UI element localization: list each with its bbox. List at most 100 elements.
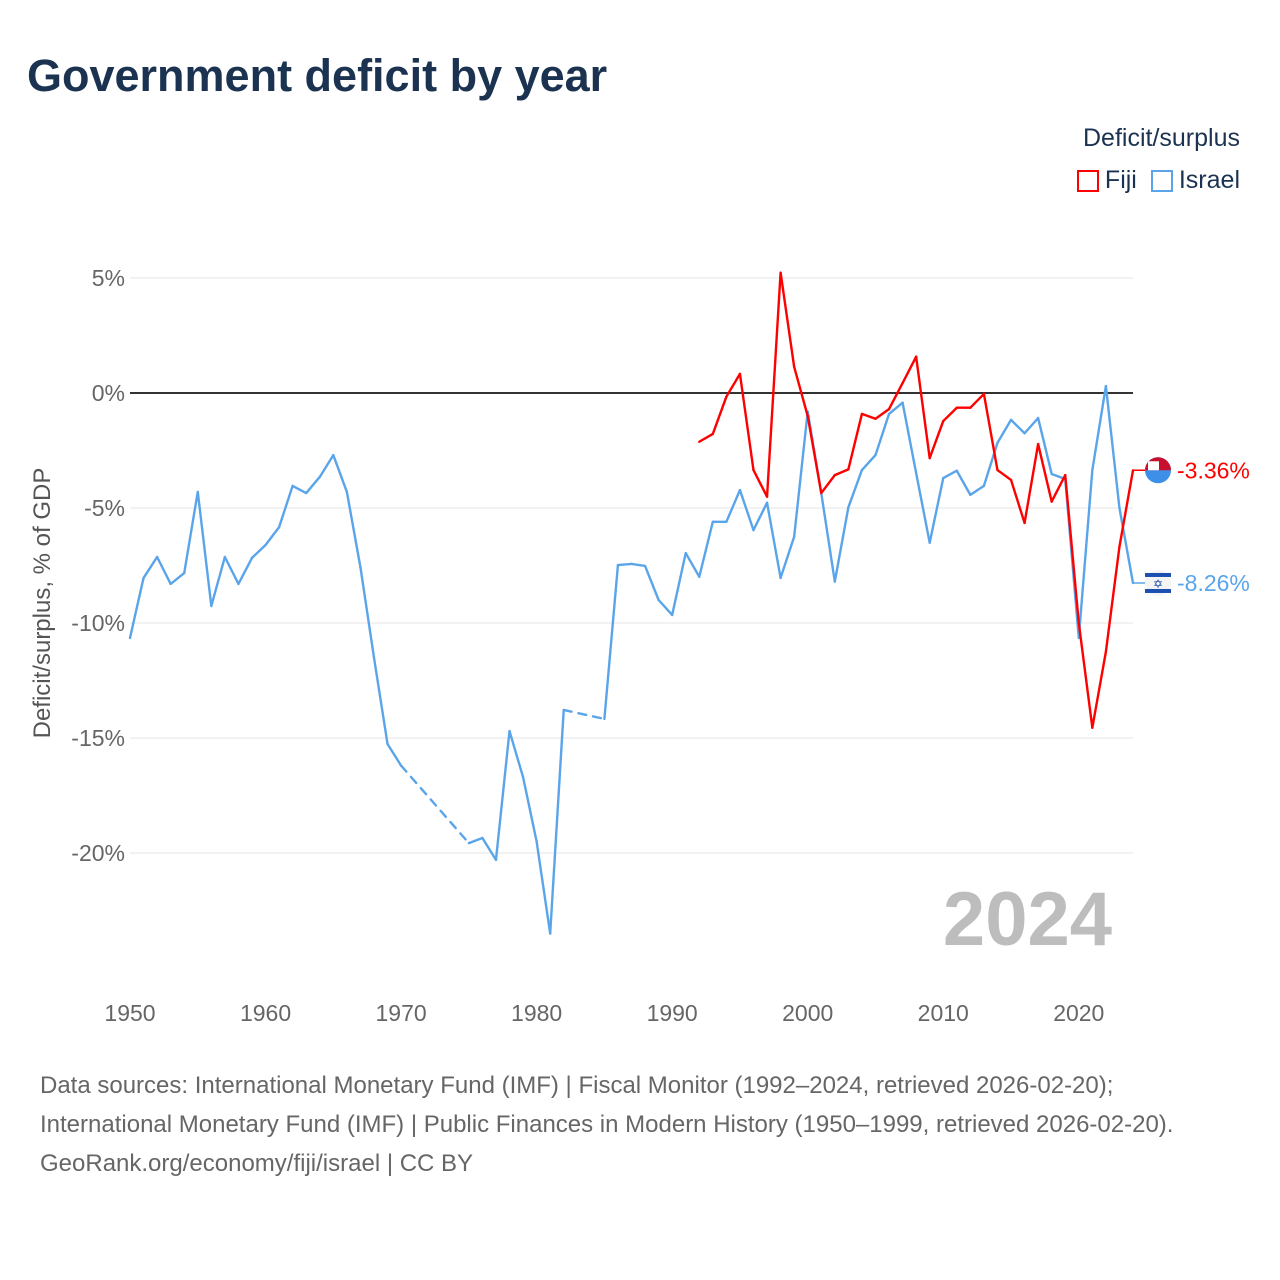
line-segment-israel	[1118, 506, 1135, 585]
line-segment-fiji	[1118, 469, 1135, 548]
line-segment-israel	[155, 555, 172, 586]
line-segment-israel	[942, 469, 958, 480]
line-segment-israel	[996, 418, 1013, 445]
line-segment-fiji	[833, 468, 850, 477]
line-segment-israel	[698, 520, 715, 578]
chart-area: 5% 0% -5% -10% -15% -20% 1950 1960 1970 1980 1990 2…	[29, 265, 1250, 1026]
line-segment-israel	[535, 840, 552, 935]
line-segment-israel	[969, 484, 986, 497]
x-tick-label: 1970	[375, 1000, 426, 1026]
y-axis-label: Deficit/surplus, % of GDP	[29, 468, 56, 739]
line-segment-israel	[1009, 418, 1026, 435]
line-segment-israel	[752, 501, 769, 532]
svg-text:✡: ✡	[1153, 577, 1163, 591]
legend-item-fiji[interactable]: Fiji	[1076, 166, 1137, 195]
line-segment-fiji	[1036, 442, 1053, 503]
y-tick-label: -20%	[71, 840, 125, 866]
chart-title: Government deficit by year	[27, 50, 608, 101]
line-segment-israel	[196, 490, 213, 608]
line-segment-israel	[386, 742, 403, 767]
line-segment-israel	[982, 441, 999, 488]
line-segment-israel	[820, 491, 837, 583]
line-segment-israel	[670, 551, 687, 617]
line-segment-israel	[684, 551, 701, 578]
line-segment-fiji	[1009, 478, 1026, 525]
line-segment-israel	[955, 469, 972, 497]
line-segment-israel	[359, 565, 376, 659]
line-segment-israel	[277, 484, 294, 529]
y-tick-label: 5%	[92, 265, 125, 291]
end-label-israel: -8.26%	[1177, 570, 1250, 596]
x-tick-label: 1960	[240, 1000, 291, 1026]
line-segment-fiji	[738, 372, 755, 472]
line-segment-fiji	[847, 412, 864, 471]
line-segment-israel	[494, 729, 511, 862]
legend-label-fiji: Fiji	[1104, 166, 1137, 194]
data-sources: Data sources: International Monetary Fun…	[40, 1072, 1174, 1138]
line-segment-israel	[847, 468, 864, 509]
y-tick-label: -15%	[71, 725, 125, 751]
line-segment-israel	[305, 475, 321, 495]
line-segment-fiji	[901, 355, 918, 385]
line-segment-fiji	[1077, 621, 1094, 729]
line-segment-israel	[481, 836, 498, 862]
line-segment-israel	[142, 555, 159, 580]
line-segment-israel	[169, 571, 186, 586]
line-segment-israel	[874, 412, 891, 457]
line-segment-israel	[183, 490, 199, 575]
end-label-fiji: -3.36%	[1177, 457, 1250, 483]
legend: Fiji Israel	[1076, 166, 1240, 195]
legend-swatch-fiji	[1076, 169, 1099, 192]
line-segment-israel	[738, 488, 755, 532]
line-segment-israel	[887, 401, 904, 416]
line-segment-israel	[928, 476, 945, 544]
x-tick-label: 1980	[511, 1000, 562, 1026]
line-segment-israel	[548, 708, 565, 935]
y-tick-label: 0%	[92, 380, 125, 406]
year-watermark: 2024	[943, 877, 1112, 962]
line-segment-fiji	[996, 468, 1013, 482]
footer: Data sources: International Monetary Fun…	[40, 1066, 1240, 1183]
line-segment-fiji	[725, 372, 742, 398]
line-segment-israel	[318, 453, 335, 479]
legend-item-israel[interactable]: Israel	[1150, 166, 1240, 195]
line-segment-israel	[901, 401, 918, 475]
x-tick-label: 1950	[104, 1000, 155, 1026]
line-segment-fiji	[752, 468, 769, 498]
line-segment-israel	[223, 555, 240, 586]
line-segment-israel	[725, 488, 742, 523]
line-segment-fiji	[820, 473, 837, 495]
line-segment-israel	[1077, 468, 1094, 640]
x-tick-label: 2020	[1053, 1000, 1104, 1026]
line-segment-fiji	[1091, 650, 1108, 729]
line-segment-fiji	[887, 381, 904, 411]
y-tick-label: -10%	[71, 610, 125, 636]
line-segment-fiji	[1064, 473, 1080, 625]
line-segment-israel	[616, 562, 633, 567]
line-segment-fiji	[942, 406, 958, 423]
credit-link[interactable]: GeoRank.org/economy/fiji/israel | CC BY	[40, 1150, 474, 1177]
line-segment-fiji	[874, 407, 891, 420]
line-segment-israel	[1091, 384, 1108, 472]
x-tick-label: 1990	[647, 1000, 698, 1026]
line-segment-israel	[264, 525, 281, 547]
x-tick-label: 2000	[782, 1000, 833, 1026]
legend-swatch-israel	[1150, 169, 1173, 192]
y-tick-label: -5%	[84, 495, 125, 521]
line-segment-israel	[508, 729, 525, 779]
line-segment-israel	[765, 501, 782, 580]
line-segment-israel	[833, 506, 850, 583]
line-segment-fiji	[982, 392, 999, 472]
line-segment-fiji	[1104, 545, 1121, 653]
line-segment-israel	[250, 543, 267, 560]
line-segment-israel	[1036, 416, 1053, 476]
line-segment-israel	[521, 775, 538, 843]
line-segment-israel	[914, 471, 931, 544]
line-segment-israel	[779, 535, 796, 580]
line-segment-israel	[467, 836, 484, 845]
line-segment-israel	[332, 453, 349, 494]
line-segment-israel	[291, 484, 308, 495]
line-segment-israel	[562, 708, 606, 721]
line-segment-fiji	[969, 392, 986, 409]
line-segment-israel	[1104, 384, 1121, 510]
